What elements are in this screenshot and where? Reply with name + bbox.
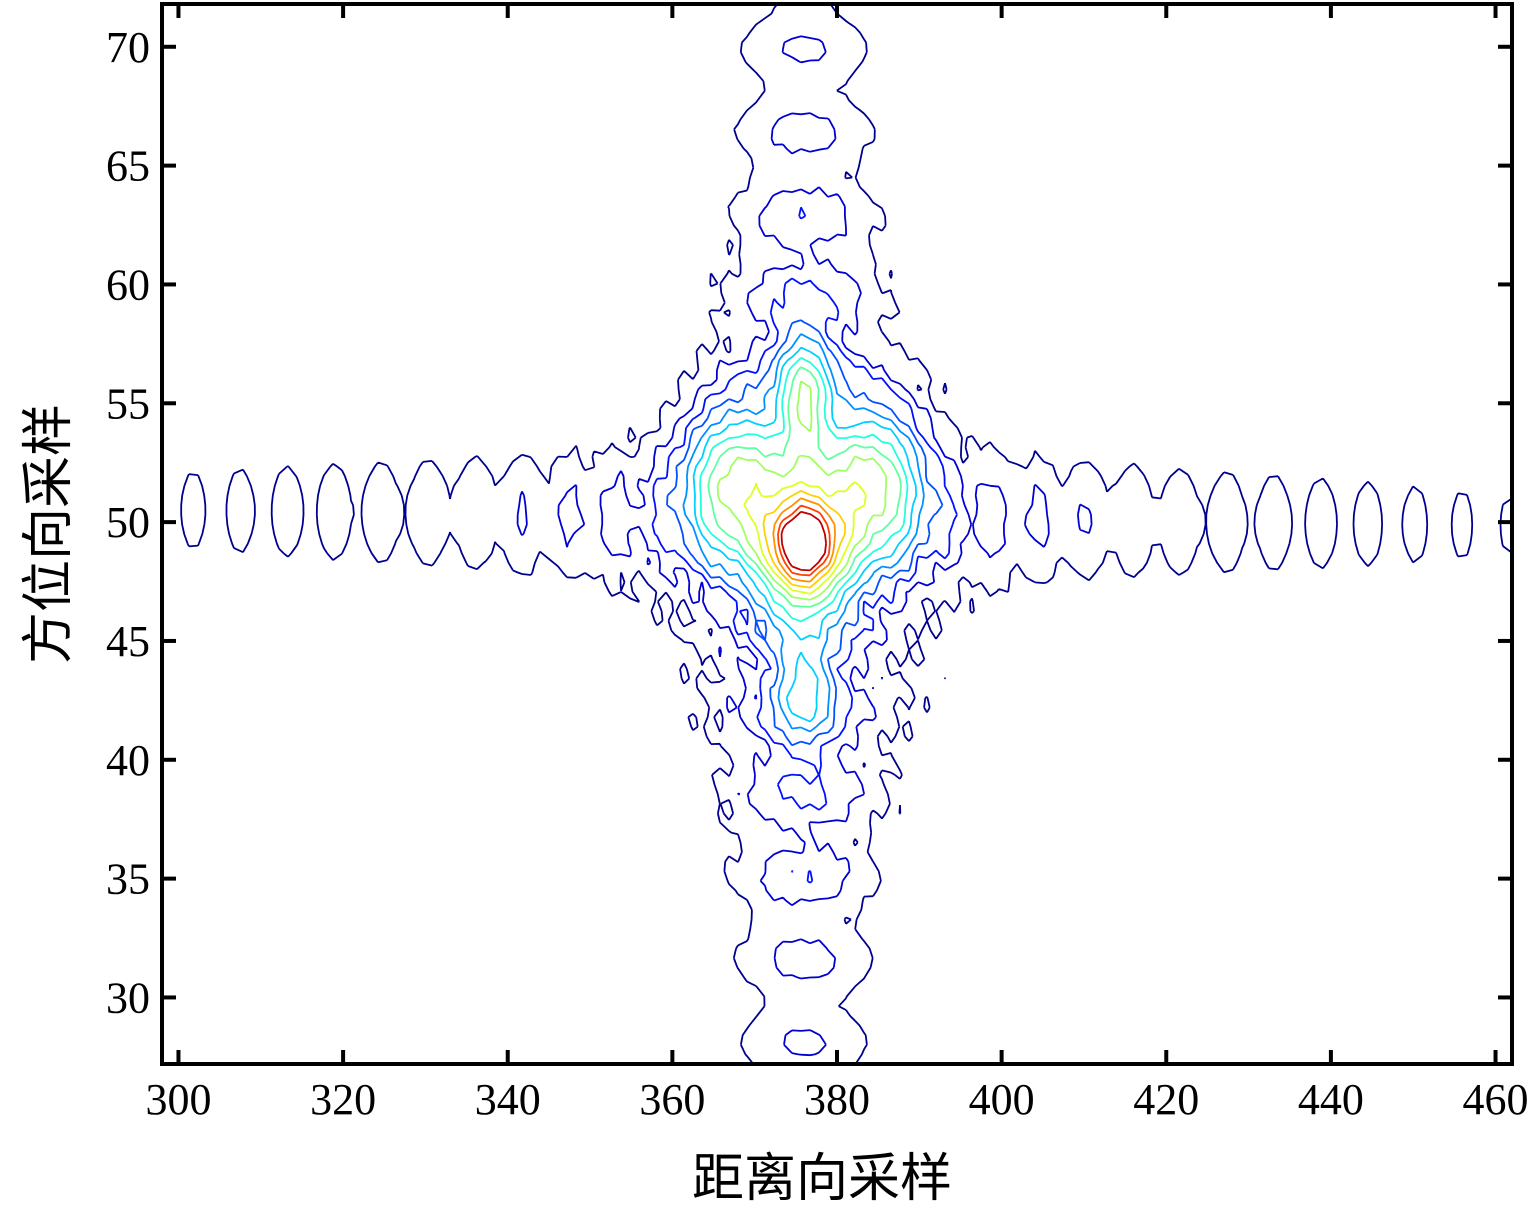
contour-level-14	[780, 510, 827, 572]
x-tick-label: 340	[475, 1075, 541, 1124]
contour-lines	[180, 4, 1512, 1064]
x-tick-label: 420	[1133, 1075, 1199, 1124]
y-tick-label: 60	[106, 260, 150, 309]
x-tick-label: 380	[804, 1075, 870, 1124]
x-axis: 300 320 340 360 380 400 420 440 460	[145, 4, 1529, 1124]
y-tick-label: 50	[106, 498, 150, 547]
y-tick-label: 70	[106, 23, 150, 72]
y-tick-label: 45	[106, 617, 150, 666]
contour-level-2	[516, 35, 1093, 1057]
contour-level-8	[707, 366, 902, 608]
x-tick-label: 440	[1298, 1075, 1364, 1124]
x-tick-label: 320	[310, 1075, 376, 1124]
contour-level-3	[651, 206, 958, 884]
contour-level-7	[699, 357, 909, 623]
contour-level-10	[743, 480, 867, 595]
x-axis-label: 距离向采样	[692, 1149, 952, 1209]
x-tick-label: 400	[969, 1075, 1035, 1124]
contour-level-4	[666, 319, 944, 747]
x-tick-label: 360	[639, 1075, 705, 1124]
contour-level-12	[772, 497, 836, 583]
x-tick-label: 460	[1463, 1075, 1529, 1124]
y-tick-label: 55	[106, 379, 150, 428]
contour-level-6	[692, 346, 918, 723]
x-tick-label: 300	[145, 1075, 211, 1124]
y-axis-label: 方位向采样	[19, 404, 79, 664]
y-tick-label: 30	[106, 973, 150, 1022]
contour-level-9	[716, 380, 888, 601]
y-tick-label: 35	[106, 855, 150, 904]
y-tick-label: 40	[106, 736, 150, 785]
contour-level-13	[777, 504, 831, 577]
y-tick-label: 65	[106, 142, 150, 191]
contour-level-5	[682, 333, 925, 733]
y-axis: 30 35 40 45 50 55 60 65 70	[106, 23, 1512, 1022]
contour-level-1	[180, 4, 1512, 1064]
contour-level-11	[762, 489, 846, 589]
